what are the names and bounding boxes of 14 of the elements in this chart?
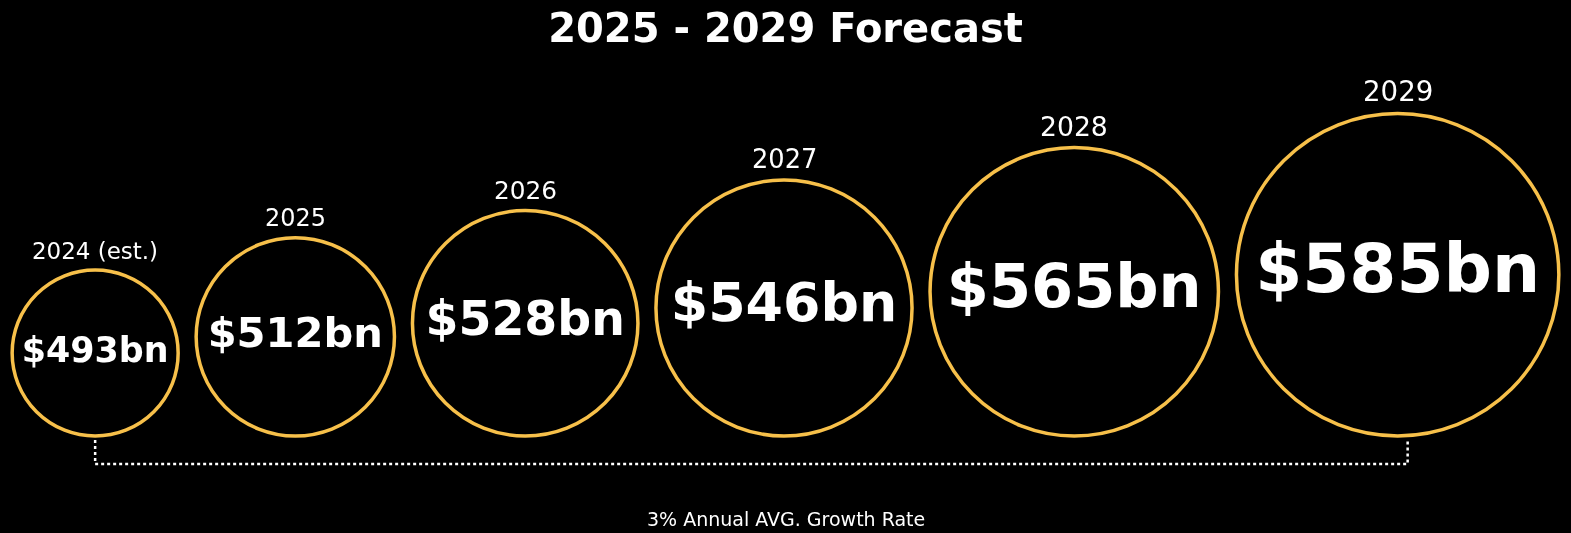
category-label: 2027	[752, 144, 818, 174]
text: 2025 - 2029 Forecast	[548, 5, 1023, 51]
data-label: $565bn	[946, 250, 1202, 321]
text: 3% Annual AVG. Growth Rate	[647, 508, 926, 530]
category-label: 2026	[494, 176, 557, 205]
data-label: $528bn	[425, 291, 625, 347]
data-label: $512bn	[207, 308, 383, 358]
data-label: $585bn	[1255, 228, 1541, 308]
category-label: 2024 (est.)	[32, 238, 159, 264]
category-label: 2025	[265, 204, 326, 232]
category-label: 2028	[1040, 111, 1108, 142]
category-label: 2029	[1363, 75, 1434, 108]
data-label: $546bn	[670, 271, 898, 335]
data-label: $493bn	[21, 329, 169, 370]
